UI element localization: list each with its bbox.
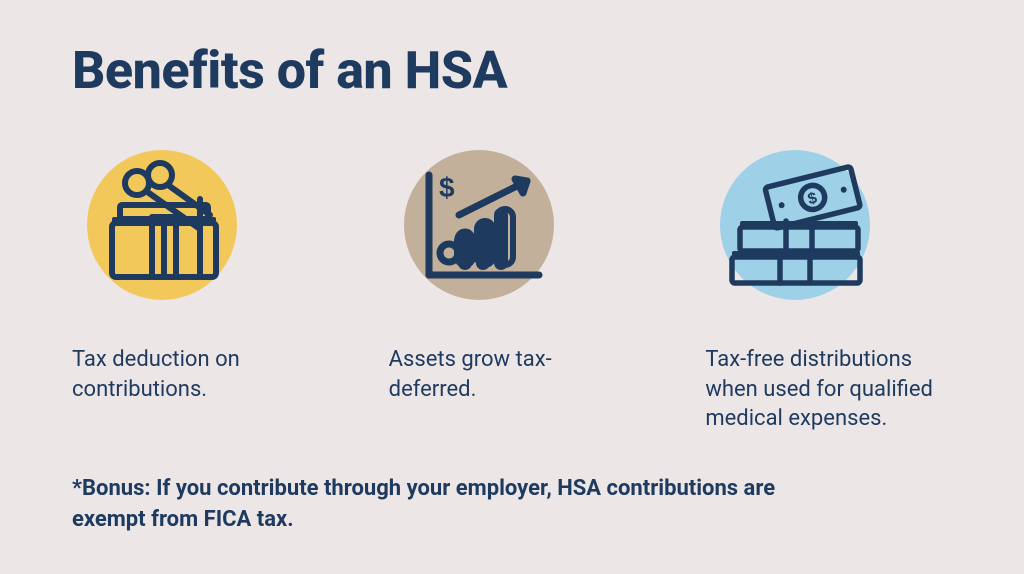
infographic-container: Benefits of an HSA [0, 0, 1024, 566]
benefit-item-1: Tax deduction on contributions. [72, 135, 319, 434]
page-title: Benefits of an HSA [72, 40, 952, 101]
benefit-label-2: Assets grow tax-deferred. [389, 345, 636, 404]
scissors-money-icon [82, 145, 242, 305]
icon-wrap-3: $ [705, 135, 885, 315]
cash-stack-icon: $ [710, 145, 880, 305]
benefits-row: Tax deduction on contributions. $ [72, 135, 952, 434]
bonus-text: *Bonus: If you contribute through your e… [72, 474, 832, 536]
benefit-label-3: Tax-free distributions when used for qua… [705, 345, 952, 434]
benefit-item-3: $ Tax-free distributions when used for q… [705, 135, 952, 434]
icon-wrap-2: $ [389, 135, 569, 315]
benefit-item-2: $ Assets grow [389, 135, 636, 434]
benefit-label-1: Tax deduction on contributions. [72, 345, 319, 404]
icon-wrap-1 [72, 135, 252, 315]
growth-chart-icon: $ [399, 145, 559, 305]
